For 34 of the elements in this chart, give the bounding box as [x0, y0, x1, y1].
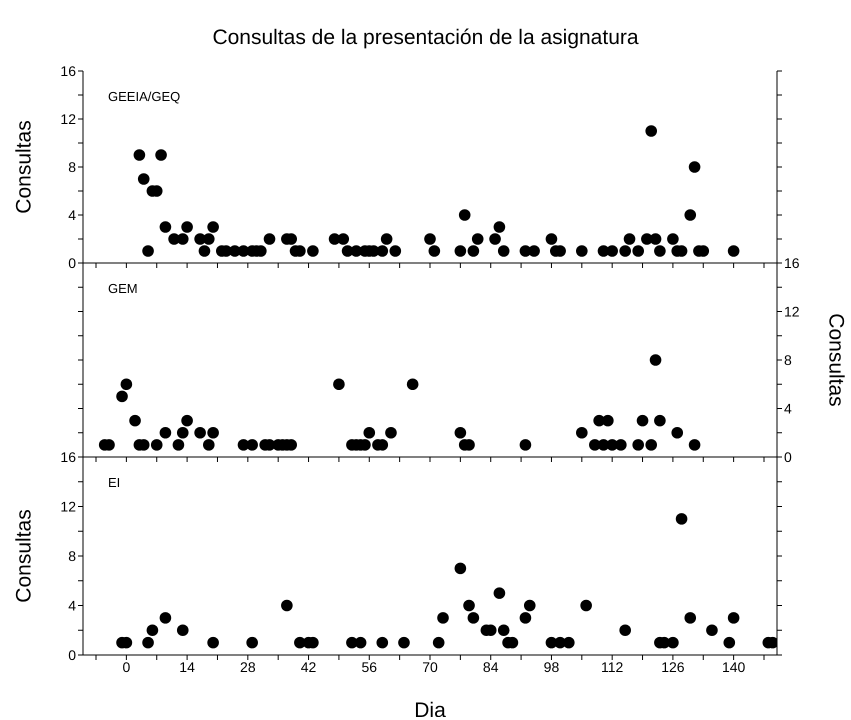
- y-tick-label: 4: [68, 597, 76, 614]
- y-tick-label: 12: [60, 498, 76, 514]
- y2-tick-label: 16: [784, 254, 800, 271]
- x-tick-label: 14: [179, 658, 196, 675]
- x-tick-label: 112: [601, 658, 624, 675]
- y2-tick-label: 8: [784, 352, 792, 368]
- y-axis-title: Consultas: [12, 509, 36, 603]
- x-tick-label: 70: [422, 658, 438, 675]
- chart-title: Consultas de la presentación de la asignatura: [211, 26, 640, 50]
- y-tick-label: 0: [68, 646, 76, 663]
- x-tick-label: 28: [240, 658, 256, 675]
- x-tick-label: 56: [361, 658, 378, 675]
- annotation: GEM: [108, 281, 138, 296]
- x-tick-label: 98: [544, 658, 560, 675]
- y-tick-label: 12: [60, 110, 76, 127]
- y-tick-label: 0: [68, 254, 76, 271]
- y2-tick-label: 0: [784, 448, 792, 465]
- x-tick-label: 84: [482, 658, 499, 675]
- x-tick-label: 140: [722, 658, 746, 675]
- y-tick-label: 16: [60, 448, 76, 465]
- y2-axis-title: Consultas: [824, 313, 848, 407]
- y-tick-label: 8: [68, 548, 76, 564]
- annotation: EI: [108, 475, 120, 490]
- x-axis-title: Dia: [414, 699, 446, 720]
- x-tick-label: 42: [300, 658, 317, 675]
- y2-tick-label: 4: [784, 400, 792, 416]
- x-tick-label: 126: [661, 658, 685, 675]
- annotation: GEEIA/GEQ: [108, 89, 180, 104]
- y-tick-label: 4: [68, 206, 76, 223]
- y2-tick-label: 12: [784, 303, 800, 320]
- y-tick-label: 8: [68, 158, 76, 175]
- y-tick-label: 16: [60, 62, 76, 79]
- x-tick-label: 0: [122, 658, 130, 675]
- y-axis-title: Consultas: [12, 120, 36, 214]
